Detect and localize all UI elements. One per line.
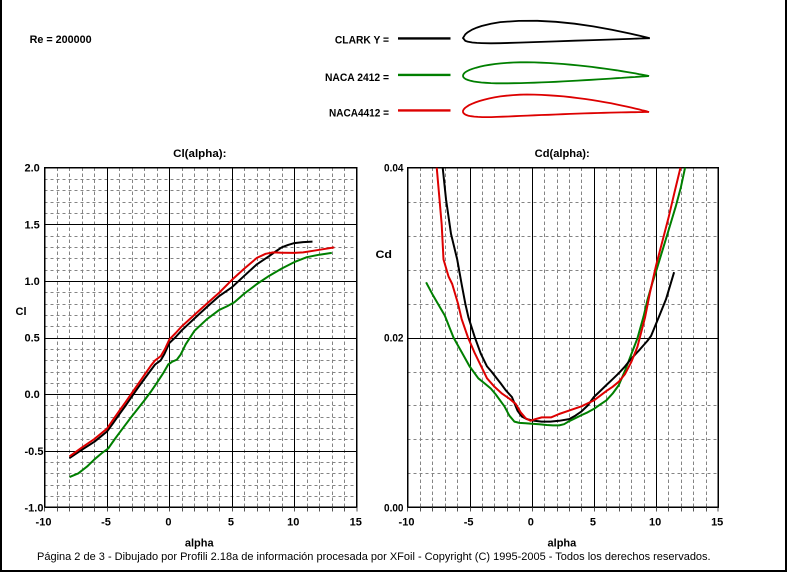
svg-text:-5: -5: [101, 517, 111, 529]
svg-text:alpha: alpha: [185, 538, 215, 550]
svg-text:10: 10: [649, 517, 661, 529]
svg-text:Cd: Cd: [376, 249, 393, 261]
svg-text:15: 15: [711, 517, 723, 529]
svg-text:-10: -10: [399, 517, 415, 529]
svg-text:NACA4412 =: NACA4412 =: [329, 107, 389, 119]
svg-text:0.04: 0.04: [384, 163, 404, 175]
svg-text:5: 5: [590, 517, 596, 529]
svg-text:-10: -10: [36, 517, 52, 529]
svg-text:1.5: 1.5: [25, 219, 40, 231]
svg-text:1.0: 1.0: [25, 276, 40, 288]
svg-text:5: 5: [228, 517, 234, 529]
svg-text:-5: -5: [464, 517, 474, 529]
svg-text:Página 2 de 3 - Dibujado por P: Página 2 de 3 - Dibujado por Profili 2.1…: [37, 551, 711, 563]
svg-text:Cl(alpha):: Cl(alpha):: [173, 148, 226, 160]
svg-text:0.02: 0.02: [384, 333, 404, 345]
svg-text:0: 0: [528, 517, 534, 529]
svg-text:alpha: alpha: [548, 538, 578, 550]
svg-text:0.0: 0.0: [25, 389, 40, 401]
svg-text:0.00: 0.00: [384, 502, 404, 514]
svg-text:Re = 200000: Re = 200000: [30, 34, 92, 46]
svg-text:Cd(alpha):: Cd(alpha):: [535, 148, 590, 160]
svg-text:NACA 2412 =: NACA 2412 =: [325, 72, 389, 84]
svg-text:-0.5: -0.5: [25, 446, 44, 458]
svg-text:CLARK Y =: CLARK Y =: [335, 35, 389, 47]
svg-text:10: 10: [287, 517, 299, 529]
svg-text:15: 15: [350, 517, 362, 529]
svg-text:Cl: Cl: [16, 306, 27, 318]
svg-text:0.5: 0.5: [25, 333, 40, 345]
svg-text:0: 0: [165, 517, 171, 529]
svg-text:2.0: 2.0: [25, 163, 40, 175]
svg-text:-1.0: -1.0: [25, 502, 44, 514]
